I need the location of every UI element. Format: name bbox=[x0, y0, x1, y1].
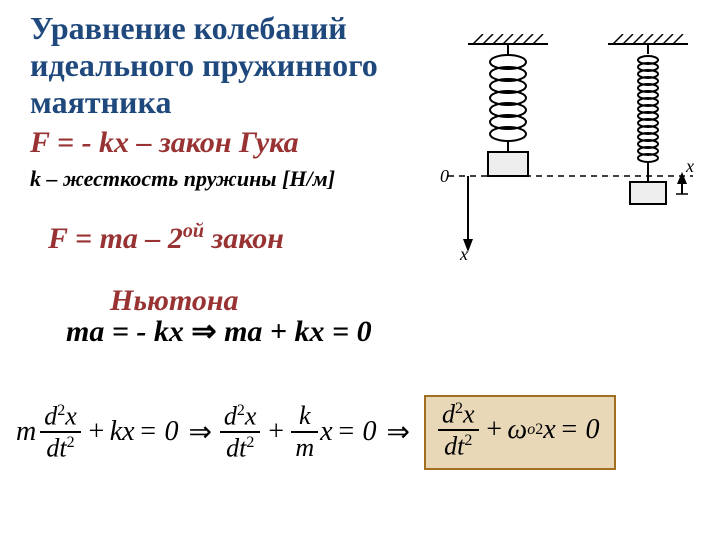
spring-diagram: 0 x x bbox=[438, 34, 698, 262]
d-letter: d bbox=[44, 401, 57, 430]
combined-eq: ma = - kx ⇒ ma + kx = 0 bbox=[66, 314, 690, 349]
var-m: m bbox=[16, 416, 36, 448]
m-letter: m bbox=[291, 435, 318, 461]
combined-lhs: ma = - kx bbox=[66, 315, 191, 348]
x-letter3: x bbox=[463, 399, 475, 428]
frac-d2x-dt2-3: d2x dt2 bbox=[438, 401, 479, 460]
slide-title: Уравнение колебаний идеального пружинног… bbox=[30, 10, 450, 120]
diff-eq-row: m d2x dt2 + kx = 0 ⇒ d2x dt2 + k m x = 0… bbox=[16, 395, 616, 470]
x-letter: x bbox=[65, 401, 77, 430]
omega-sup: 2 bbox=[535, 421, 543, 439]
newton-law: закон bbox=[204, 222, 284, 255]
sup2d: 2 bbox=[246, 434, 254, 451]
eq0-2: = 0 bbox=[337, 416, 377, 448]
frac-d2x-dt2-2: d2x dt2 bbox=[220, 403, 261, 462]
x-final: x bbox=[543, 414, 555, 446]
frac-d2x-dt2-1: d2x dt2 bbox=[40, 403, 81, 462]
sup2c: 2 bbox=[237, 402, 245, 419]
omega-sub: o bbox=[527, 421, 535, 439]
newton-dash: – 2 bbox=[138, 222, 183, 255]
newton-formula: F = ma bbox=[48, 222, 138, 255]
eq0-1: = 0 bbox=[139, 416, 179, 448]
plus-1: + bbox=[87, 416, 106, 448]
final-eq-box: d2x dt2 + ωo2 x = 0 bbox=[424, 395, 616, 470]
d-letter3: d bbox=[442, 399, 455, 428]
implies-arrow-2: ⇒ bbox=[188, 415, 211, 449]
eq0-3: = 0 bbox=[560, 414, 600, 446]
implies-arrow-1: ⇒ bbox=[191, 315, 216, 348]
omega: ω bbox=[507, 414, 527, 446]
newton-sup: ой bbox=[183, 220, 204, 242]
kx-1: kx bbox=[110, 416, 135, 448]
x-after-km: x bbox=[320, 416, 332, 448]
d-letter2: d bbox=[224, 401, 237, 430]
sup2f: 2 bbox=[464, 432, 472, 449]
dt3: dt bbox=[444, 432, 464, 461]
combined-rhs: ma + kx = 0 bbox=[217, 315, 372, 348]
dt: dt bbox=[46, 434, 66, 463]
dt2: dt bbox=[226, 434, 246, 463]
sup2b: 2 bbox=[67, 434, 75, 451]
newton-name: Ньютона bbox=[110, 284, 690, 318]
implies-arrow-3: ⇒ bbox=[387, 415, 410, 449]
plus-3: + bbox=[485, 414, 504, 446]
x-letter2: x bbox=[245, 401, 257, 430]
hooke-law: закон Гука bbox=[159, 126, 299, 159]
axis-x-label: x bbox=[459, 244, 468, 262]
hooke-formula: F = - kx bbox=[30, 126, 129, 159]
k-letter: k bbox=[295, 403, 315, 429]
hooke-dash: – bbox=[129, 126, 159, 159]
disp-x-label: x bbox=[685, 156, 694, 176]
axis-zero-label: 0 bbox=[440, 166, 449, 186]
plus-2: + bbox=[266, 416, 285, 448]
frac-k-m: k m bbox=[291, 403, 318, 461]
sup2e: 2 bbox=[455, 400, 463, 417]
